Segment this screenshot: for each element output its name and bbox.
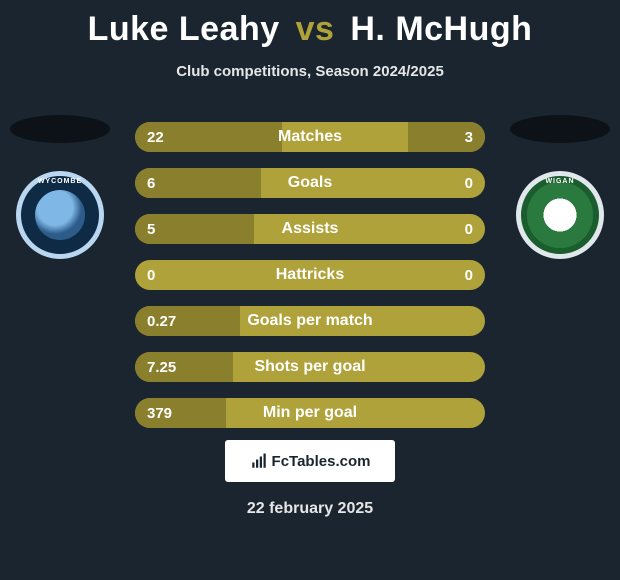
stat-value-right: 3	[465, 129, 473, 146]
stat-row: 379Min per goal	[135, 398, 485, 428]
right-club-column: WIGAN	[500, 110, 620, 259]
season-subtitle: Club competitions, Season 2024/2025	[0, 63, 620, 80]
stat-row: 7.25Shots per goal	[135, 352, 485, 382]
stat-label: Min per goal	[135, 404, 485, 422]
stat-label: Assists	[135, 220, 485, 238]
stat-value-right: 0	[465, 221, 473, 238]
brand-badge: FcTables.com	[225, 440, 395, 482]
stat-label: Shots per goal	[135, 358, 485, 376]
stat-row: 0Hattricks0	[135, 260, 485, 290]
stat-label: Hattricks	[135, 266, 485, 284]
player-shadow-icon	[510, 115, 610, 143]
brand-text: FcTables.com	[272, 453, 371, 470]
stat-row: 22Matches3	[135, 122, 485, 152]
stat-value-right: 0	[465, 175, 473, 192]
vs-separator: vs	[296, 10, 335, 48]
player2-name: H. McHugh	[350, 10, 532, 48]
club-badge-left-text: WYCOMBE	[21, 178, 99, 185]
stat-value-right: 0	[465, 267, 473, 284]
player-shadow-icon	[10, 115, 110, 143]
player1-name: Luke Leahy	[88, 10, 280, 48]
left-club-column: WYCOMBE	[0, 110, 120, 259]
stat-label: Matches	[135, 128, 485, 146]
stat-label: Goals	[135, 174, 485, 192]
stat-row: 0.27Goals per match	[135, 306, 485, 336]
footer-date: 22 february 2025	[0, 500, 620, 518]
club-badge-right: WIGAN	[516, 171, 604, 259]
chart-icon	[250, 452, 268, 470]
stat-row: 6Goals0	[135, 168, 485, 198]
stat-row: 5Assists0	[135, 214, 485, 244]
club-badge-right-text: WIGAN	[521, 178, 599, 185]
stat-label: Goals per match	[135, 312, 485, 330]
stat-bars: 22Matches36Goals05Assists00Hattricks00.2…	[135, 122, 485, 444]
comparison-title: Luke Leahy vs H. McHugh	[0, 0, 620, 49]
club-badge-left: WYCOMBE	[16, 171, 104, 259]
